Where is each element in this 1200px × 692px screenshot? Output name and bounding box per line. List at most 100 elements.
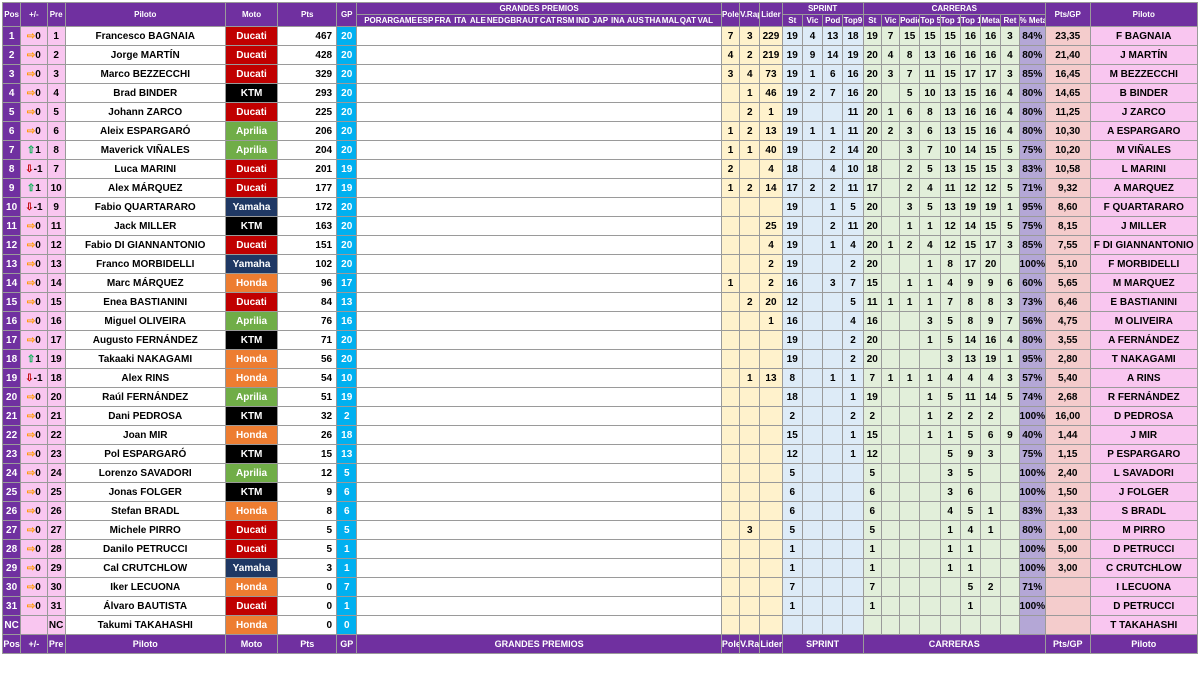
pole-cell — [720, 83, 741, 103]
race-st-cell: 1 — [862, 596, 882, 616]
arrow-up-icon: ⇧ — [26, 353, 36, 365]
sprint-st-cell: 8 — [781, 368, 803, 388]
gp-count-cell: 19 — [336, 178, 358, 198]
footer-sprint: SPRINT — [781, 634, 864, 654]
change-value: 1 — [35, 353, 41, 365]
position-cell: 18 — [1, 349, 22, 369]
rider-short-name-cell: B BINDER — [1089, 83, 1198, 103]
race-podio-cell — [899, 463, 921, 483]
laps-led-cell — [759, 615, 783, 635]
race-top5-cell: 1 — [919, 273, 941, 293]
sprint-vic-cell — [801, 406, 824, 426]
points-cell: 293 — [277, 83, 338, 103]
gp-race-label: CAT — [539, 16, 556, 25]
pole-cell — [720, 406, 741, 426]
rider-short-name-cell: A MARQUEZ — [1089, 178, 1198, 198]
race-vic-cell — [880, 577, 901, 597]
sprint-top9-cell: 11 — [842, 216, 864, 236]
rider-name-cell: Maverick VIÑALES — [64, 140, 226, 160]
sprint-pod-cell: 14 — [822, 45, 844, 65]
rider-short-name-cell: M PIRRO — [1089, 520, 1198, 540]
previous-position-cell: 22 — [46, 425, 66, 445]
race-top10-cell: 4 — [939, 501, 961, 521]
manufacturer-cell: Yamaha — [224, 197, 279, 217]
race-ret-cell — [1000, 520, 1020, 540]
change-cell: ⇨0 — [20, 463, 48, 483]
sprint-top9-cell — [842, 615, 864, 635]
gp-results-cell — [356, 596, 722, 616]
sprint-top9-cell: 18 — [842, 26, 864, 46]
change-cell: ⇧1 — [20, 349, 48, 369]
race-top15-cell: 4 — [959, 368, 982, 388]
race-st-cell: 15 — [862, 425, 882, 445]
previous-position-cell: 24 — [46, 463, 66, 483]
points-cell: 201 — [277, 159, 338, 179]
race-pct-meta-cell: 95% — [1018, 349, 1046, 369]
race-st-cell: 16 — [862, 311, 882, 331]
race-ret-cell: 5 — [1000, 216, 1020, 236]
race-top5-cell: 4 — [919, 235, 941, 255]
rider-name-cell: Álvaro BAUTISTA — [64, 596, 226, 616]
race-pct-meta-cell: 71% — [1018, 577, 1046, 597]
header-gp: GP — [336, 2, 358, 27]
gp-race-label: NED — [486, 16, 504, 25]
header-pos: Pos — [1, 2, 22, 27]
previous-position-cell: 28 — [46, 539, 66, 559]
race-pct-meta-cell: 80% — [1018, 121, 1046, 141]
laps-led-cell — [759, 406, 783, 426]
header-car-vic: Vic — [880, 14, 901, 27]
gp-count-cell: 20 — [336, 216, 358, 236]
race-ret-cell: 7 — [1000, 311, 1020, 331]
race-pct-meta-cell: 83% — [1018, 501, 1046, 521]
sprint-st-cell: 2 — [781, 406, 803, 426]
pole-cell: 3 — [720, 64, 741, 84]
points-per-gp-cell: 8,60 — [1044, 197, 1091, 217]
points-cell: 54 — [277, 368, 338, 388]
race-top5-cell: 6 — [919, 121, 941, 141]
gp-count-cell: 1 — [336, 539, 358, 559]
gp-race-label: AUS — [626, 16, 644, 25]
fastest-lap-cell — [739, 444, 761, 464]
rider-name-cell: Luca MARINI — [64, 159, 226, 179]
race-meta-cell: 8 — [980, 292, 1002, 312]
position-cell: 23 — [1, 444, 22, 464]
manufacturer-cell: KTM — [224, 406, 279, 426]
header-pole: Pole — [720, 2, 741, 27]
change-value: 0 — [35, 467, 41, 479]
change-value: 1 — [35, 144, 41, 156]
change-cell: ⇨0 — [20, 425, 48, 445]
previous-position-cell: 6 — [46, 121, 66, 141]
laps-led-cell — [759, 425, 783, 445]
gp-count-cell: 2 — [336, 406, 358, 426]
race-pct-meta-cell: 83% — [1018, 159, 1046, 179]
sprint-vic-cell — [801, 482, 824, 502]
manufacturer-cell: Aprilia — [224, 121, 279, 141]
gp-count-cell: 13 — [336, 292, 358, 312]
change-cell: ⇨0 — [20, 235, 48, 255]
points-cell: 12 — [277, 463, 338, 483]
rider-name-cell: Dani PEDROSA — [64, 406, 226, 426]
points-cell: 3 — [277, 558, 338, 578]
pole-cell: 4 — [720, 45, 741, 65]
race-meta-cell: 9 — [980, 311, 1002, 331]
race-pct-meta-cell: 100% — [1018, 539, 1046, 559]
points-cell: 428 — [277, 45, 338, 65]
points-cell: 0 — [277, 596, 338, 616]
header-pre: Pre — [46, 2, 66, 27]
sprint-vic-cell — [801, 159, 824, 179]
manufacturer-cell: Ducati — [224, 102, 279, 122]
previous-position-cell: 27 — [46, 520, 66, 540]
table-row: 25 ⇨0 25 Jonas FOLGER KTM 9 6 6 6 3 6 100% 1,50 J FOL… — [1, 482, 1198, 502]
race-top10-cell: 16 — [939, 45, 961, 65]
previous-position-cell: 18 — [46, 368, 66, 388]
table-row: 6 ⇨0 6 Aleix ESPARGARÓ Aprilia 206 20 1 2 13 19 1 1 1… — [1, 121, 1198, 141]
table-row: 12 ⇨0 12 Fabio DI GIANNANTONIO Ducati 151 20 4 1… — [1, 235, 1198, 255]
fastest-lap-cell — [739, 159, 761, 179]
change-cell: ⇨0 — [20, 444, 48, 464]
points-per-gp-cell: 3,00 — [1044, 558, 1091, 578]
sprint-vic-cell — [801, 577, 824, 597]
gp-results-cell — [356, 539, 722, 559]
sprint-vic-cell — [801, 596, 824, 616]
pole-cell: 7 — [720, 26, 741, 46]
change-value: 0 — [35, 562, 41, 574]
